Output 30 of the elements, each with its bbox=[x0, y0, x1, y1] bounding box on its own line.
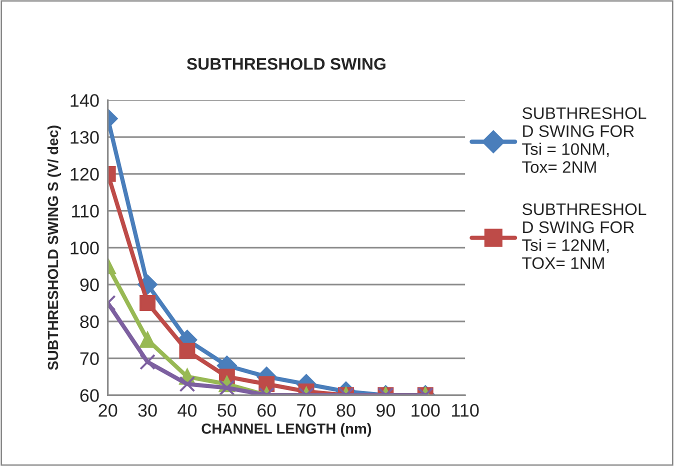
y-tick-label: 130 bbox=[70, 130, 99, 144]
legend-label: SUBTHRESHOLD SWING FOR Tsi = 10NM, Tox= 2NM bbox=[522, 107, 646, 173]
x-tick-label: 90 bbox=[376, 404, 396, 417]
y-tick-label: 60 bbox=[80, 389, 99, 402]
x-tick-label: 40 bbox=[178, 404, 197, 417]
point bbox=[218, 380, 235, 396]
y-tick-label: 100 bbox=[70, 242, 99, 254]
x-tick-label: 110 bbox=[452, 404, 479, 417]
x-tick-label: 80 bbox=[336, 404, 356, 417]
x-tick-label: 20 bbox=[98, 404, 118, 417]
x-tick-label: 50 bbox=[218, 404, 236, 417]
y-tick-label: 120 bbox=[70, 168, 99, 181]
y-axis-title: SUBTHRESHOLD SWING S (V/ dec) bbox=[47, 126, 62, 370]
point bbox=[140, 354, 156, 370]
point bbox=[179, 342, 196, 359]
y-tick-label: 140 bbox=[70, 94, 99, 107]
x-tick-label: 60 bbox=[257, 404, 276, 417]
point bbox=[179, 376, 196, 392]
y-tick-label: 110 bbox=[72, 204, 99, 218]
x-tick-label: 70 bbox=[297, 404, 316, 417]
y-tick-label: 90 bbox=[80, 278, 99, 292]
x-axis-title: CHANNEL LENGTH (nm) bbox=[202, 423, 372, 437]
y-tick-label: 70 bbox=[80, 352, 99, 366]
x-tick-label: 30 bbox=[138, 404, 157, 417]
chart-title: SUBTHRESHOLD SWING bbox=[186, 58, 386, 70]
x-tick-label: 100 bbox=[412, 404, 440, 417]
y-tick-label: 80 bbox=[80, 315, 99, 328]
legend-label: SUBTHRESHOLD SWING FOR Tsi = 12NM, TOX= 1NM bbox=[522, 203, 646, 270]
point bbox=[140, 295, 156, 311]
point bbox=[140, 332, 156, 348]
